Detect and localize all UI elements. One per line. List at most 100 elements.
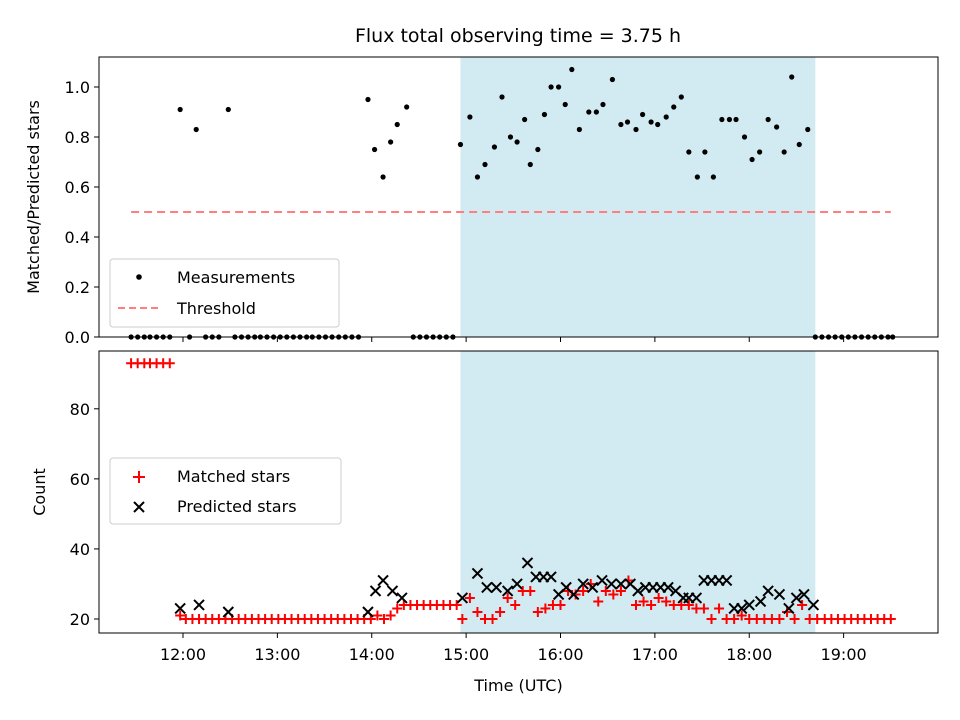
predicted-star-point [790,592,803,604]
measurement-point [686,149,692,155]
matched-star-point [885,613,896,624]
predicted-star-point [586,581,599,594]
ratio-y-tick-label: 1.0 [65,78,90,97]
measurement-point [765,116,771,123]
matched-star-point [385,610,396,621]
legend-threshold-label: Threshold [176,299,256,318]
predicted-star-point [754,595,767,608]
predicted-star-point [605,578,618,590]
measurement-point [474,174,481,180]
legend-matched-label: Matched stars [177,467,290,486]
matched-star-point [372,610,383,621]
matched-star-point [593,596,604,607]
matched-star-point [502,592,513,603]
matched-star-point [774,613,785,624]
measurement-point [618,121,624,128]
measurement-point [624,119,631,125]
measurement-point [796,141,802,148]
measurement-point [527,161,533,168]
predicted-star-point [386,585,399,597]
matched-star-point [464,592,475,603]
matched-star-point [630,599,641,610]
measurement-point [757,149,763,155]
measurement-point [805,126,811,133]
count-axes-frame [98,350,939,634]
measurement-point [600,101,606,108]
matched-star-point [585,578,596,589]
count-y-tick-label: 40 [70,540,90,559]
ratio-y-axis-label: Matched/Predicted stars [24,100,43,294]
predicted-star-point [662,581,674,594]
x-axis-label: Time (UTC) [473,676,562,695]
observing-window-band [460,57,816,337]
legend-measurements-marker [136,274,142,280]
measurement-point [177,106,183,113]
matched-star-point [797,599,808,610]
matched-star-point [789,613,800,624]
measurement-point [514,139,520,145]
matched-star-point [600,585,611,596]
measurement-point [671,104,677,110]
predicted-star-point [222,606,235,618]
predicted-star-point [511,578,523,590]
count-y-axis-label: Count [30,468,49,516]
matched-star-point [472,606,483,617]
predicted-star-point [783,602,795,615]
legend-predicted-label: Predicted stars [177,497,297,516]
predicted-star-point [798,588,810,601]
measurement-point [648,119,654,125]
count-y-tick-label: 20 [70,610,90,629]
matched-star-point [164,358,175,369]
predicted-star-point [471,567,484,580]
measurement-point [741,134,748,140]
matched-star-point [555,599,566,610]
matched-star-point [638,596,649,607]
measurement-point [535,146,541,153]
matched-star-point [379,613,390,624]
measurement-point [749,156,755,163]
matched-star-point [615,585,626,596]
predicted-star-point [490,581,503,594]
measurement-point [225,106,231,113]
predicted-star-point [521,557,534,569]
count-x-tick-label: 14:00 [349,645,395,664]
measurement-point [562,101,568,108]
matched-star-point [653,592,664,603]
measurement-point [726,116,733,123]
ratio-panel: 0.0 0.2 0.4 0.6 0.8 1.0 Matched/Predicted sta… [24,56,939,347]
matched-star-point [714,603,725,614]
measurement-point [569,66,575,73]
ratio-legend-box [109,258,340,328]
measurement-point [404,104,410,110]
predicted-star-point [193,599,205,611]
measurement-point [541,111,548,118]
predicted-star-point [762,585,774,597]
measurement-point [380,174,386,180]
count-x-tick-label: 15:00 [443,645,489,664]
measurement-point [640,111,646,118]
count-y-tick-label: 60 [70,470,90,489]
measurement-point [609,76,616,83]
matched-star-point [706,613,717,624]
measurement-point [663,114,669,120]
matched-star-point [487,613,498,624]
measurement-point [371,146,378,153]
count-x-tick-label: 17:00 [632,645,678,664]
matched-star-point [570,589,581,600]
measurement-point [507,134,514,140]
count-x-tick-label: 12:00 [160,645,206,664]
predicted-star-point [690,592,703,604]
predicted-star-point [377,574,389,587]
ratio-y-tick-label: 0.8 [65,128,90,147]
measurement-point [499,94,505,100]
predicted-star-point [174,602,186,615]
matched-star-point [451,599,462,610]
predicted-star-point [481,581,493,594]
measurement-point [694,174,700,180]
measurement-point [655,121,661,128]
matched-star-point [525,585,536,596]
ratio-y-tick-label: 0.4 [65,228,90,247]
predicted-star-point [568,588,580,601]
measurement-point [710,174,716,180]
